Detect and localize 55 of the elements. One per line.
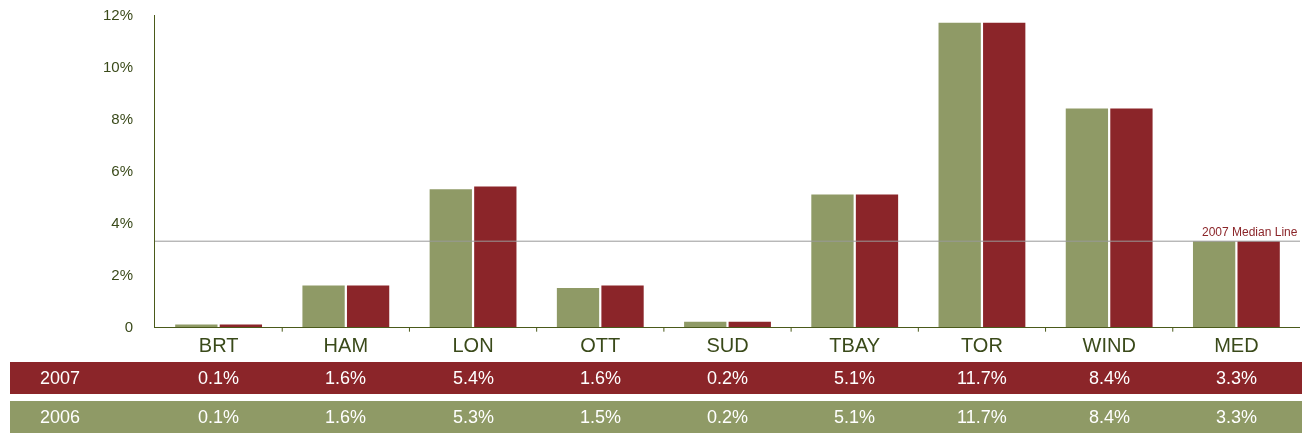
y-tick-label: 8% <box>111 110 133 128</box>
data-label: 1.6% <box>580 368 622 388</box>
data-label: 5.3% <box>453 407 495 427</box>
data-label: 8.4% <box>1089 407 1131 427</box>
data-label: 0.2% <box>707 368 749 388</box>
x-tick-label: TOR <box>961 334 1003 356</box>
data-label: 11.7% <box>957 368 1007 388</box>
y-tick-label: 12% <box>102 6 133 24</box>
x-tick-label: SUD <box>706 334 749 356</box>
data-label: 1.6% <box>325 407 367 427</box>
y-tick-label: 2% <box>111 266 133 284</box>
data-label: 11.7% <box>957 407 1007 427</box>
bar <box>983 22 1026 327</box>
data-label: 3.3% <box>1216 407 1258 427</box>
bar <box>474 186 517 327</box>
bar <box>728 321 771 327</box>
data-label: 0.2% <box>707 407 749 427</box>
y-tick-label: 10% <box>102 58 133 76</box>
data-label: 0.1% <box>198 368 240 388</box>
text: 2007 <box>40 368 81 388</box>
bar <box>302 285 345 327</box>
data-label: 8.4% <box>1089 368 1131 388</box>
x-tick-label: LON <box>452 334 494 356</box>
x-tick-label: OTT <box>580 334 621 356</box>
bar <box>556 288 600 327</box>
x-tick-label: WIND <box>1082 334 1136 356</box>
x-tick-label: HAM <box>323 334 369 356</box>
data-label: 1.5% <box>580 407 622 427</box>
data-label: 3.3% <box>1216 368 1258 388</box>
bar <box>1110 108 1153 327</box>
bar <box>684 321 727 327</box>
bar <box>219 324 263 327</box>
data-label: 5.4% <box>453 368 495 388</box>
x-tick-label: TBAY <box>829 334 881 356</box>
text: 2006 <box>40 407 81 427</box>
bar <box>855 194 899 327</box>
x-tick-label: BRT <box>198 334 239 356</box>
data-label: 1.6% <box>325 368 367 388</box>
data-label: 5.1% <box>834 368 876 388</box>
x-tick-label: MED <box>1214 334 1259 356</box>
bar <box>1192 241 1236 327</box>
y-tick-label: 6% <box>111 162 133 180</box>
bar <box>429 189 472 327</box>
bar <box>811 194 854 327</box>
bar <box>175 324 218 327</box>
bar <box>1065 108 1109 327</box>
bar <box>1237 241 1280 327</box>
bar <box>938 22 981 327</box>
y-tick-label: 4% <box>111 214 133 232</box>
data-label: 0.1% <box>198 407 240 427</box>
bar <box>601 285 644 327</box>
bar <box>346 285 390 327</box>
data-label: 5.1% <box>834 407 876 427</box>
y-tick-label: 0 <box>124 318 133 336</box>
ref-line-label: 2007 Median Line <box>1202 225 1298 239</box>
